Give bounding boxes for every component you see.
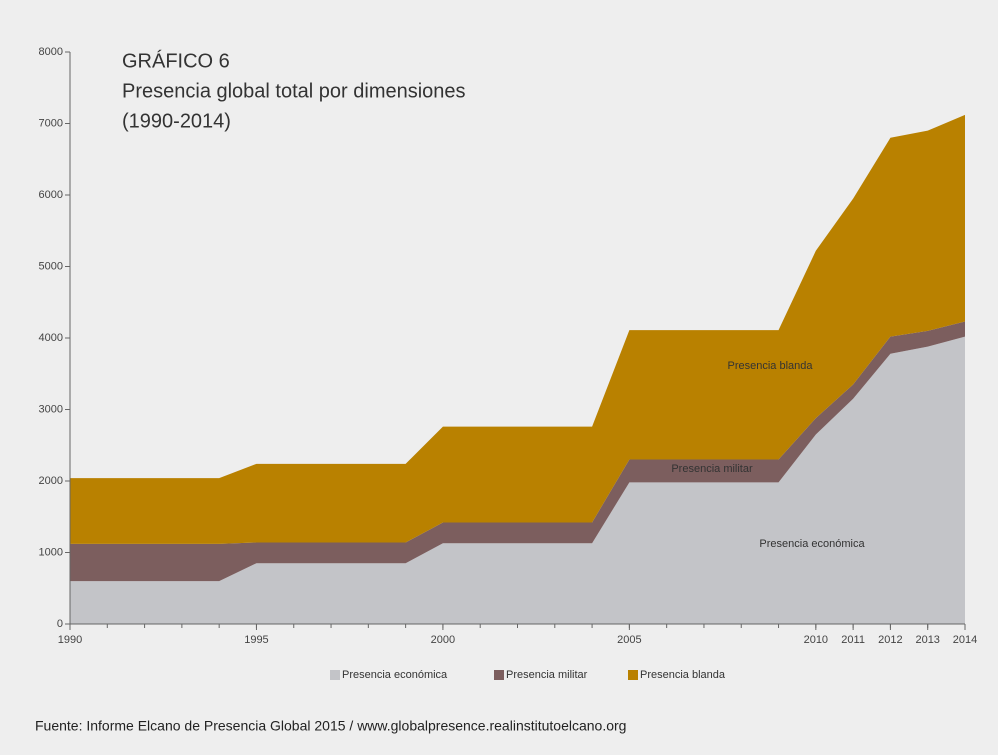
y-tick-label: 0 (57, 618, 63, 630)
x-tick-label: 2011 (841, 634, 865, 646)
legend-swatch (628, 670, 638, 680)
annotation: Presencia económica (759, 538, 865, 550)
source: Fuente: Informe Elcano de Presencia Glob… (35, 718, 626, 734)
chart-title: GRÁFICO 6 (122, 49, 230, 72)
chart-title: Presencia global total por dimensiones (122, 80, 466, 102)
x-tick-label: 2012 (878, 634, 902, 646)
x-tick-label: 2014 (953, 634, 977, 646)
x-tick-label: 2005 (617, 634, 641, 646)
area (70, 114, 965, 544)
legend-label: Presencia militar (506, 669, 588, 681)
y-tick-label: 3000 (39, 403, 63, 415)
area (70, 321, 965, 582)
x-tick-label: 1990 (58, 634, 82, 646)
legend-label: Presencia blanda (640, 669, 726, 681)
legend-swatch (494, 670, 504, 680)
x-tick-label: 1995 (244, 634, 268, 646)
annotation: Presencia blanda (727, 360, 813, 372)
legend-swatch (330, 670, 340, 680)
y-tick-label: 2000 (39, 475, 63, 487)
y-tick-label: 5000 (39, 260, 63, 272)
annotation: Presencia militar (671, 463, 753, 475)
y-tick-label: 4000 (39, 332, 63, 344)
y-tick-label: 1000 (39, 546, 63, 558)
y-tick-label: 8000 (39, 46, 63, 58)
chart-title: (1990-2014) (122, 110, 231, 132)
x-tick-label: 2000 (431, 634, 455, 646)
y-tick-label: 6000 (39, 189, 63, 201)
area (70, 336, 965, 624)
x-tick-label: 2013 (915, 634, 939, 646)
legend-label: Presencia económica (342, 669, 448, 681)
x-tick-label: 2010 (804, 634, 828, 646)
y-tick-label: 7000 (39, 117, 63, 129)
